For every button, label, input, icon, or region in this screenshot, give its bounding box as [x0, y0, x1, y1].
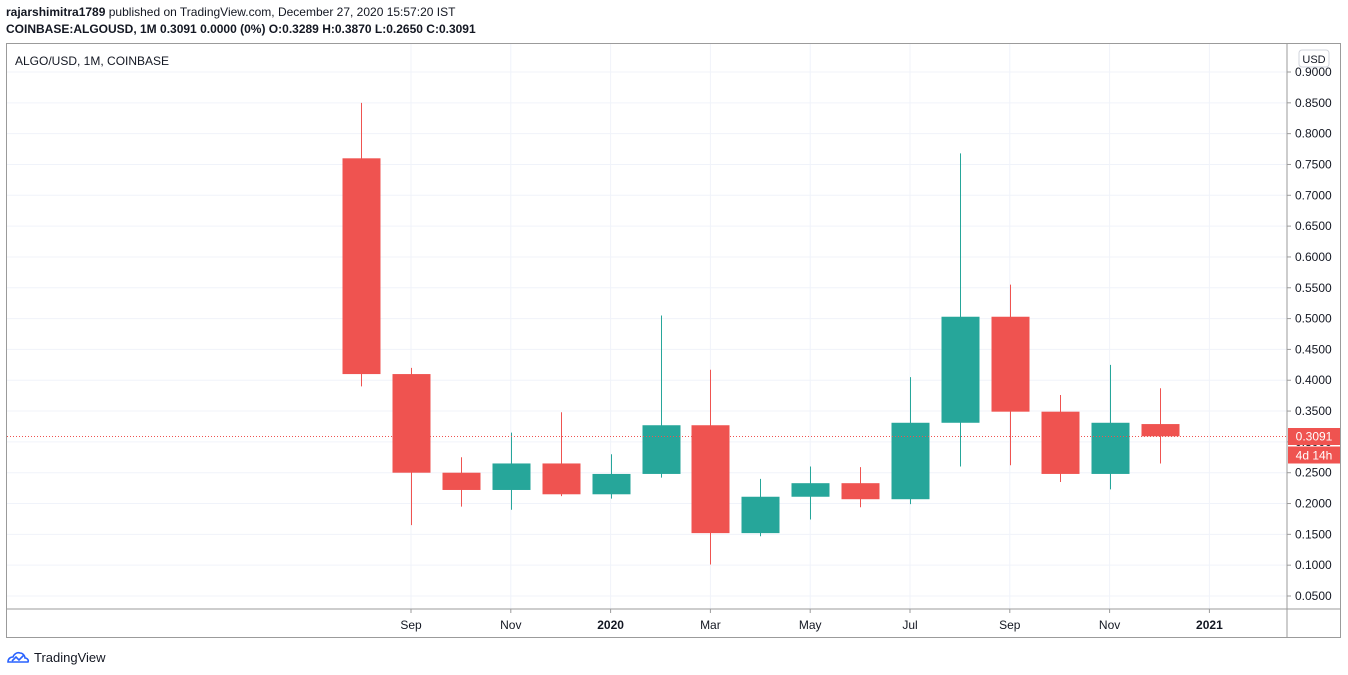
- x-tick-label: Nov: [1099, 618, 1120, 632]
- published-text: published on TradingView.com, December 2…: [108, 5, 456, 19]
- countdown-badge: 4d 14h: [1288, 446, 1340, 464]
- candle-body: [891, 422, 930, 500]
- x-tick-label: Mar: [700, 618, 721, 632]
- ohlc-open: 0.3289: [282, 22, 319, 36]
- change-text: 0.3091 0.0000 (0%): [160, 22, 266, 36]
- chart-frame[interactable]: 0.05000.10000.15000.20000.25000.30000.35…: [6, 43, 1341, 638]
- y-tick-label: 0.5000: [1295, 312, 1332, 326]
- candle[interactable]: [592, 454, 631, 499]
- candle[interactable]: [741, 478, 780, 537]
- candle[interactable]: [941, 153, 980, 467]
- candle[interactable]: [891, 377, 930, 505]
- y-tick-label: 0.6500: [1295, 219, 1332, 233]
- symbol-info: COINBASE:ALGOUSD, 1M 0.3091 0.0000 (0%) …: [6, 22, 476, 36]
- candle[interactable]: [1041, 395, 1080, 482]
- candle[interactable]: [492, 432, 531, 510]
- ohlc-high-label: H:: [322, 22, 335, 36]
- ohlc-high: 0.3870: [334, 22, 372, 36]
- y-tick-label: 0.0500: [1295, 589, 1332, 603]
- candle[interactable]: [1141, 388, 1180, 464]
- candle-body: [691, 425, 730, 534]
- y-tick-label: 0.6000: [1295, 250, 1332, 264]
- y-tick-label: 0.1500: [1295, 527, 1332, 541]
- countdown-label: 4d 14h: [1296, 449, 1333, 463]
- last-price-label: 0.3091: [1296, 430, 1333, 444]
- y-tick-label: 0.3500: [1295, 404, 1332, 418]
- brand-name: TradingView: [34, 649, 106, 665]
- y-tick-label: 0.4000: [1295, 373, 1332, 387]
- price-axis[interactable]: 0.05000.10000.15000.20000.25000.30000.35…: [1287, 65, 1332, 603]
- candle[interactable]: [442, 457, 481, 507]
- candle[interactable]: [392, 367, 431, 526]
- x-tick-label: Jul: [902, 618, 917, 632]
- candle-body: [841, 483, 880, 500]
- grid: [7, 44, 1287, 609]
- ohlc-close-label: C:: [426, 22, 439, 36]
- candle-body: [442, 472, 481, 490]
- y-tick-label: 0.2500: [1295, 466, 1332, 480]
- currency-label: USD: [1302, 54, 1325, 66]
- candle-body: [342, 158, 381, 375]
- candle-body: [1091, 422, 1130, 474]
- candle[interactable]: [791, 466, 830, 520]
- candlestick-chart[interactable]: 0.05000.10000.15000.20000.25000.30000.35…: [7, 44, 1340, 637]
- candle-body: [941, 316, 980, 423]
- candle-body: [492, 463, 531, 490]
- symbol-line: COINBASE:ALGOUSD, 1M: [6, 22, 157, 36]
- candle-body: [542, 463, 581, 495]
- candle[interactable]: [542, 412, 581, 497]
- candle[interactable]: [841, 467, 880, 508]
- candles: [342, 102, 1180, 565]
- x-tick-label: May: [799, 618, 822, 632]
- candle-body: [791, 483, 830, 497]
- ohlc-low: 0.2650: [386, 22, 423, 36]
- x-tick-label: Sep: [999, 618, 1021, 632]
- candle[interactable]: [691, 369, 730, 565]
- y-tick-label: 0.8500: [1295, 96, 1332, 110]
- candle[interactable]: [642, 315, 681, 478]
- publish-info: rajarshimitra1789 published on TradingVi…: [6, 5, 455, 19]
- candle[interactable]: [342, 102, 381, 387]
- candle-body: [741, 496, 780, 534]
- tradingview-logo-icon: [7, 651, 30, 663]
- x-tick-label: 2021: [1196, 618, 1223, 632]
- x-tick-label: 2020: [597, 618, 624, 632]
- y-tick-label: 0.8000: [1295, 127, 1332, 141]
- y-tick-label: 0.4500: [1295, 342, 1332, 356]
- y-tick-label: 0.1000: [1295, 558, 1332, 572]
- y-tick-label: 0.2000: [1295, 497, 1332, 511]
- y-tick-label: 0.5500: [1295, 281, 1332, 295]
- candle-body: [1041, 411, 1080, 474]
- ohlc-low-label: L:: [374, 22, 387, 36]
- brand-footer[interactable]: TradingView: [6, 648, 106, 666]
- time-axis[interactable]: Sep Nov 2020 Mar May Jul Sep Nov 2021: [400, 609, 1223, 632]
- last-price-badge: 0.3091: [1288, 428, 1340, 445]
- pane-title: ALGO/USD, 1M, COINBASE: [15, 54, 169, 68]
- candle-body: [642, 425, 681, 474]
- y-tick-label: 0.9000: [1295, 65, 1332, 79]
- candle[interactable]: [991, 284, 1030, 466]
- currency-button[interactable]: USD: [1298, 49, 1330, 68]
- y-tick-label: 0.7000: [1295, 188, 1332, 202]
- ohlc-close: 0.3091: [438, 22, 476, 36]
- candle-body: [592, 473, 631, 495]
- candle-body: [392, 374, 431, 473]
- ohlc-open-label: O:: [268, 22, 283, 36]
- candle-body: [991, 316, 1030, 412]
- candle[interactable]: [1091, 364, 1130, 490]
- x-tick-label: Sep: [400, 618, 422, 632]
- candle-body: [1141, 424, 1180, 437]
- x-tick-label: Nov: [500, 618, 521, 632]
- y-tick-label: 0.7500: [1295, 157, 1332, 171]
- author-name[interactable]: rajarshimitra1789: [6, 5, 106, 19]
